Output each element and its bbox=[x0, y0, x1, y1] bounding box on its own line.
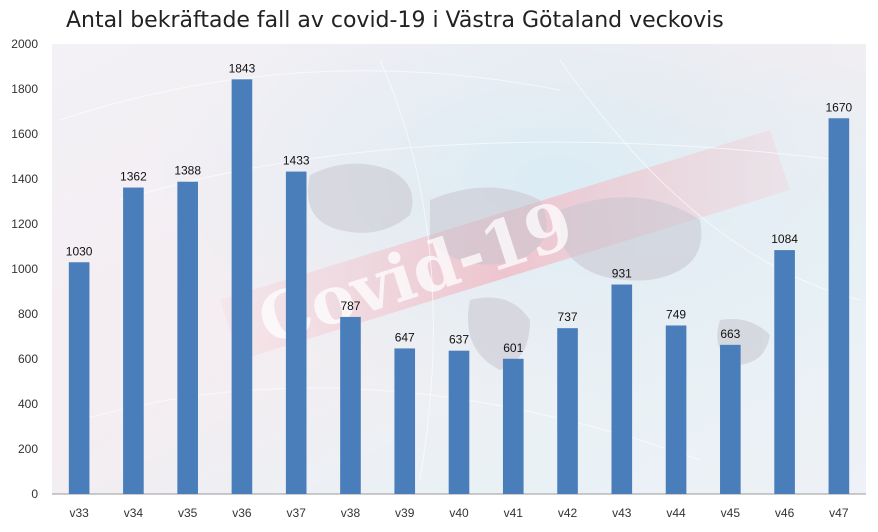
bar-v38 bbox=[340, 316, 361, 494]
y-axis: 0 200 400 600 800 1000 1200 1400 1600 1800 2000 bbox=[11, 37, 38, 501]
bar-v36 bbox=[231, 79, 253, 494]
y-tick-label: 600 bbox=[18, 352, 38, 366]
data-label-v33: 1030 bbox=[66, 244, 93, 258]
x-tick-label-v45: v45 bbox=[721, 506, 741, 520]
data-label-v43: 931 bbox=[612, 267, 632, 281]
y-tick-label: 400 bbox=[18, 397, 38, 411]
background-image: Covid-19 bbox=[52, 44, 866, 494]
y-tick-label: 2000 bbox=[11, 37, 38, 51]
x-tick-label-v40: v40 bbox=[449, 506, 469, 520]
x-tick-label-v35: v35 bbox=[178, 506, 198, 520]
y-tick-label: 200 bbox=[18, 442, 38, 456]
data-label-v47: 1670 bbox=[826, 100, 853, 114]
bar-v43 bbox=[611, 284, 633, 494]
x-tick-label-v39: v39 bbox=[395, 506, 415, 520]
y-tick-label: 800 bbox=[18, 307, 38, 321]
data-labels: 1030 1362 1388 1843 1433 787 647 637 601 737 931 74… bbox=[66, 61, 853, 354]
x-tick-label-v34: v34 bbox=[124, 506, 144, 520]
y-tick-label: 0 bbox=[31, 487, 38, 501]
x-tick-label-v43: v43 bbox=[612, 506, 632, 520]
data-label-v39: 647 bbox=[395, 330, 415, 344]
bars bbox=[68, 79, 850, 495]
x-tick-label-v47: v47 bbox=[829, 506, 849, 520]
y-tick-label: 1400 bbox=[11, 172, 38, 186]
data-label-v46: 1084 bbox=[771, 232, 798, 246]
bar-v35 bbox=[177, 181, 198, 494]
data-label-v34: 1362 bbox=[120, 170, 147, 184]
y-tick-label: 1000 bbox=[11, 262, 38, 276]
y-tick-label: 1800 bbox=[11, 82, 38, 96]
x-tick-label-v41: v41 bbox=[504, 506, 524, 520]
x-tick-label-v37: v37 bbox=[287, 506, 307, 520]
bar-v44 bbox=[665, 325, 687, 494]
bar-v37 bbox=[285, 171, 307, 494]
x-tick-label-v36: v36 bbox=[232, 506, 252, 520]
data-label-v45: 663 bbox=[720, 327, 740, 341]
bar-v41 bbox=[502, 358, 524, 494]
data-label-v36: 1843 bbox=[229, 61, 256, 75]
data-label-v35: 1388 bbox=[174, 164, 201, 178]
bar-v42 bbox=[557, 328, 578, 494]
x-tick-label-v44: v44 bbox=[666, 506, 686, 520]
bar-v39 bbox=[394, 348, 416, 494]
data-label-v38: 787 bbox=[340, 299, 360, 313]
x-axis: v33 v34 v35 v36 v37 v38 v39 v40 v41 v42 v43 v44 v45 v… bbox=[69, 506, 848, 520]
bar-v40 bbox=[448, 350, 470, 494]
x-tick-label-v46: v46 bbox=[775, 506, 795, 520]
y-tick-label: 1200 bbox=[11, 217, 38, 231]
bar-v47 bbox=[828, 118, 850, 494]
data-label-v44: 749 bbox=[666, 307, 686, 321]
data-label-v42: 737 bbox=[558, 310, 578, 324]
data-label-v37: 1433 bbox=[283, 154, 310, 168]
x-tick-label-v42: v42 bbox=[558, 506, 578, 520]
chart-title: Antal bekräftade fall av covid-19 i Väst… bbox=[66, 8, 724, 33]
bar-v34 bbox=[123, 187, 144, 495]
data-label-v41: 601 bbox=[503, 341, 523, 355]
y-tick-label: 1600 bbox=[11, 127, 38, 141]
bar-v33 bbox=[68, 262, 90, 494]
bar-v45 bbox=[720, 344, 741, 494]
bar-v46 bbox=[774, 250, 795, 494]
x-tick-label-v33: v33 bbox=[69, 506, 89, 520]
data-label-v40: 637 bbox=[449, 333, 469, 347]
x-tick-label-v38: v38 bbox=[341, 506, 361, 520]
